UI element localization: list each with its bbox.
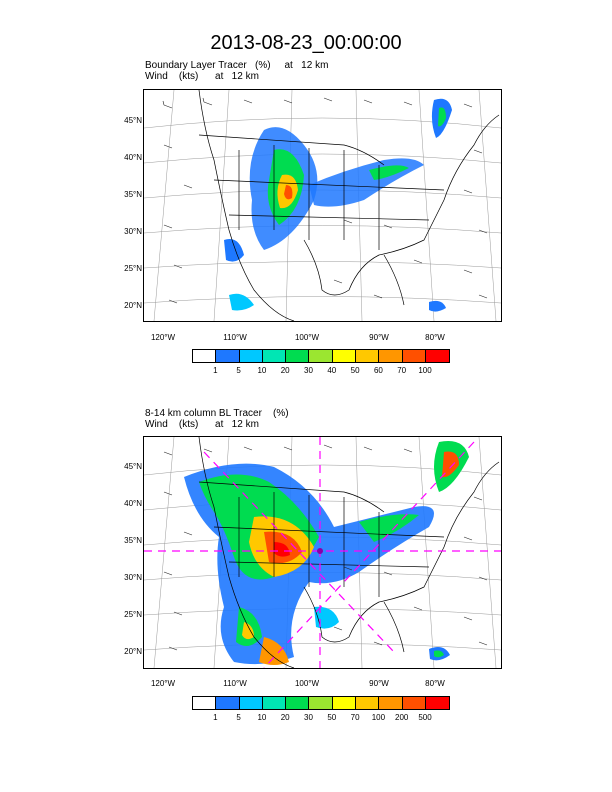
- panel1-tracer-field: [224, 98, 452, 312]
- colorbar-swatch: [402, 350, 426, 362]
- colorbar-swatch: [356, 697, 380, 709]
- panel2-lat-label: 20°N: [124, 647, 142, 656]
- panel1-map: [143, 89, 502, 322]
- colorbar-tick-label: 5: [236, 713, 241, 722]
- panel2-lon-label: 100°W: [294, 679, 320, 688]
- panel2-lon-label: 80°W: [425, 679, 445, 688]
- panel1-coastlines: [198, 90, 500, 321]
- panel1-lon-label: 80°W: [425, 333, 445, 342]
- panel2-center-marker: [317, 548, 323, 554]
- panel2-lat-label: 25°N: [124, 610, 142, 619]
- colorbar-tick-label: 5: [236, 366, 241, 375]
- colorbar-swatch: [239, 350, 263, 362]
- colorbar-tick-label: 10: [257, 366, 267, 375]
- colorbar-swatch: [193, 350, 217, 362]
- colorbar-swatch: [239, 697, 263, 709]
- panel1-graticule: [144, 90, 501, 321]
- colorbar-tick-label: 1: [213, 713, 218, 722]
- panel2-colorbar: [192, 696, 451, 710]
- colorbar-swatch: [262, 350, 287, 362]
- panel2-wind-barbs: [163, 444, 488, 651]
- panel1-lat-label: 25°N: [124, 264, 142, 273]
- colorbar-tick-label: 40: [327, 366, 337, 375]
- panel1-lat-label: 40°N: [124, 153, 142, 162]
- colorbar-tick-label: 50: [327, 713, 337, 722]
- panel1-label-line1: Boundary Layer Tracer (%) at 12 km: [145, 60, 329, 71]
- colorbar-swatch: [332, 697, 357, 709]
- panel1-colorbar: [192, 349, 451, 363]
- panel2-lon-label: 110°W: [223, 679, 247, 688]
- colorbar-tick-label: 60: [373, 366, 383, 375]
- colorbar-tick-label: 70: [350, 713, 360, 722]
- colorbar-swatch: [356, 350, 380, 362]
- panel2-lat-label: 35°N: [124, 536, 142, 545]
- colorbar-swatch: [193, 697, 217, 709]
- colorbar-tick-label: 100: [371, 713, 386, 722]
- panel1-lat-label: 45°N: [124, 116, 142, 125]
- panel2-label-line1: 8-14 km column BL Tracer (%): [145, 408, 289, 419]
- colorbar-swatch: [332, 350, 357, 362]
- panel2-tracer-field: [184, 441, 469, 665]
- colorbar-swatch: [286, 350, 310, 362]
- colorbar-swatch: [216, 697, 240, 709]
- colorbar-swatch: [309, 350, 333, 362]
- panel2-map: [143, 436, 502, 669]
- colorbar-tick-label: 1: [213, 366, 218, 375]
- colorbar-tick-label: 20: [280, 366, 290, 375]
- panel2-lat-label: 40°N: [124, 499, 142, 508]
- colorbar-tick-label: 500: [418, 713, 432, 722]
- panel2-coastlines: [198, 437, 500, 668]
- panel2-label-line2: Wind (kts) at 12 km: [145, 419, 259, 430]
- colorbar-tick-label: 30: [304, 713, 313, 722]
- panel2-map-svg: [144, 437, 501, 668]
- panel1-wind-barbs: [162, 97, 488, 304]
- colorbar-swatch: [379, 697, 403, 709]
- colorbar-tick-label: 50: [350, 366, 360, 375]
- panel1-lat-label: 20°N: [124, 301, 142, 310]
- colorbar-tick-label: 200: [395, 713, 409, 722]
- colorbar-swatch: [425, 350, 450, 362]
- panel2-lat-label: 30°N: [124, 573, 142, 582]
- colorbar-swatch: [286, 697, 310, 709]
- panel1-map-svg: [144, 90, 501, 321]
- colorbar-swatch: [216, 350, 240, 362]
- colorbar-swatch: [425, 697, 450, 709]
- panel2-lat-label: 45°N: [124, 462, 142, 471]
- panel2-lon-label: 90°W: [369, 679, 389, 688]
- panel1-lon-label: 100°W: [294, 333, 320, 342]
- page-title: 2013-08-23_00:00:00: [210, 32, 402, 54]
- panel1-lat-label: 35°N: [124, 190, 142, 199]
- colorbar-tick-label: 70: [397, 366, 407, 375]
- panel1-lon-label: 110°W: [223, 333, 247, 342]
- colorbar-tick-label: 20: [280, 713, 290, 722]
- panel1-lon-label: 120°W: [150, 333, 176, 342]
- panel1-lat-label: 30°N: [124, 227, 142, 236]
- panel2-lon-label: 120°W: [150, 679, 176, 688]
- colorbar-swatch: [309, 697, 333, 709]
- colorbar-tick-label: 10: [257, 713, 267, 722]
- panel1-lon-label: 90°W: [369, 333, 389, 342]
- colorbar-swatch: [379, 350, 403, 362]
- colorbar-tick-label: 100: [418, 366, 432, 375]
- colorbar-swatch: [402, 697, 426, 709]
- panel1-label-line2: Wind (kts) at 12 km: [145, 71, 259, 82]
- colorbar-tick-label: 30: [304, 366, 313, 375]
- colorbar-swatch: [262, 697, 287, 709]
